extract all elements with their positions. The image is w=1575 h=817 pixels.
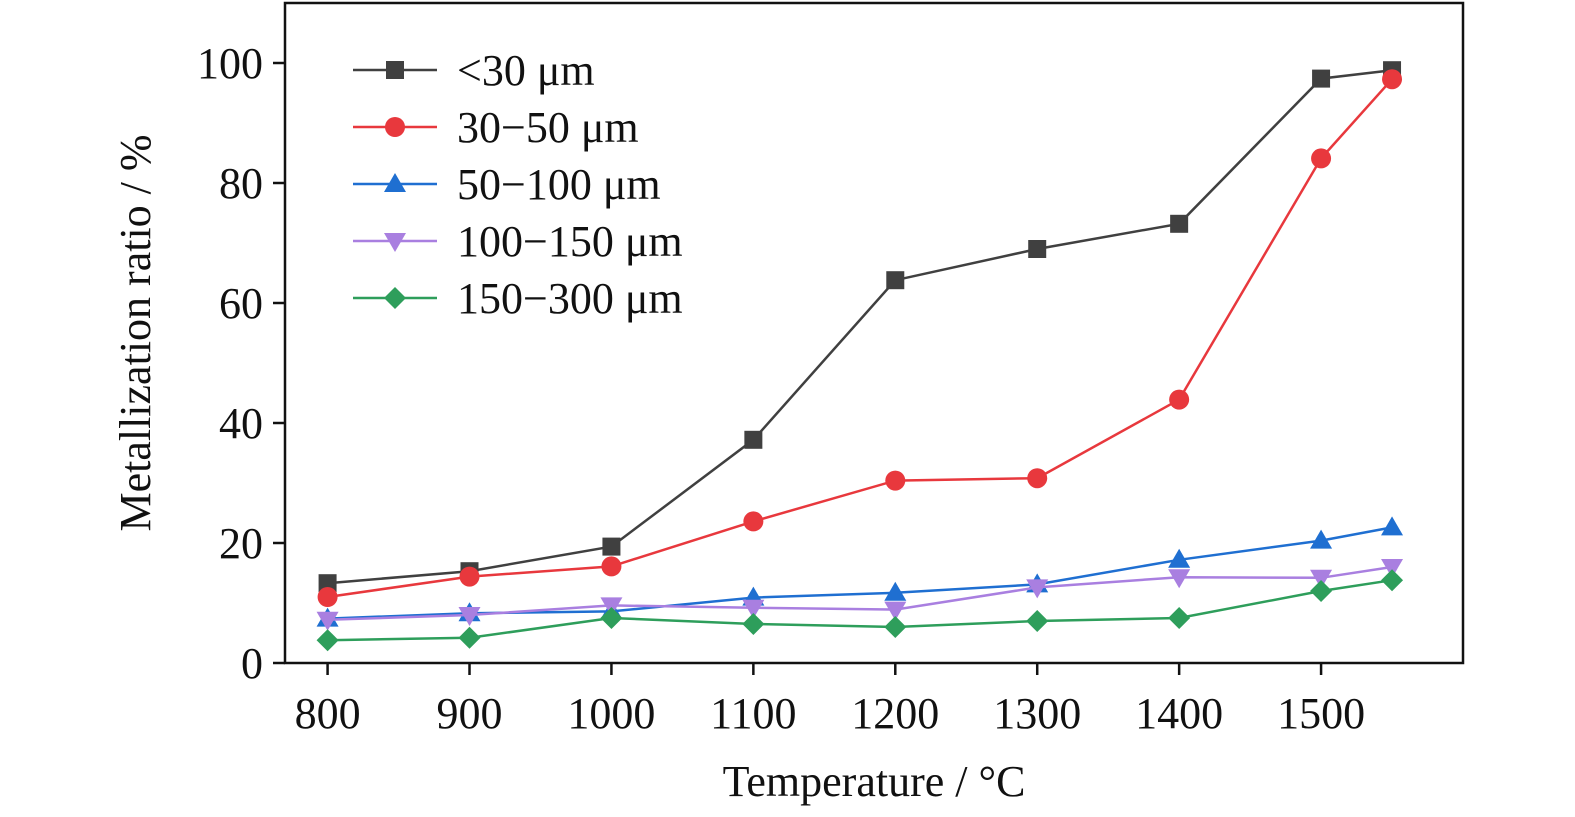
legend-marker bbox=[386, 61, 404, 79]
x-tick-label: 1100 bbox=[710, 689, 796, 738]
data-point bbox=[1312, 69, 1331, 88]
data-point bbox=[458, 607, 481, 626]
y-tick-label: 80 bbox=[219, 159, 263, 208]
series-group bbox=[316, 569, 1404, 652]
data-point bbox=[1169, 389, 1190, 410]
data-point bbox=[600, 607, 623, 629]
data-point bbox=[1027, 468, 1048, 489]
data-point bbox=[1381, 516, 1404, 536]
y-tick-label: 20 bbox=[219, 519, 263, 568]
data-point bbox=[744, 430, 763, 449]
data-point bbox=[458, 626, 481, 649]
data-point bbox=[602, 537, 621, 556]
series-group bbox=[318, 61, 1402, 593]
series-line bbox=[327, 526, 1393, 620]
data-point bbox=[1310, 580, 1333, 602]
x-tick-label: 1200 bbox=[851, 689, 939, 738]
legend-item: 150−300 μm bbox=[353, 274, 683, 323]
legend-item: 50−100 μm bbox=[353, 160, 661, 209]
x-tick-label: 1000 bbox=[567, 689, 655, 738]
data-point bbox=[884, 581, 907, 601]
series-group bbox=[316, 559, 1404, 631]
series-layer bbox=[316, 61, 1404, 652]
data-point bbox=[1382, 69, 1403, 90]
data-point bbox=[1310, 569, 1333, 589]
x-tick-label: 900 bbox=[437, 689, 503, 738]
data-point bbox=[885, 470, 906, 491]
data-point bbox=[743, 511, 764, 532]
legend-marker bbox=[384, 287, 406, 309]
legend-marker bbox=[385, 117, 405, 137]
data-point bbox=[316, 629, 339, 652]
data-point bbox=[886, 271, 905, 290]
data-point bbox=[1381, 569, 1404, 592]
data-point bbox=[1311, 148, 1332, 169]
x-tick-label: 1300 bbox=[993, 689, 1081, 738]
data-point bbox=[1310, 529, 1333, 549]
legend-label: 150−300 μm bbox=[457, 274, 683, 323]
data-point bbox=[1168, 607, 1191, 629]
legend-label: 30−50 μm bbox=[457, 103, 639, 152]
x-axis: 800 900 1000 1100 1200 1300 1400 1500 bbox=[295, 663, 1365, 738]
data-point bbox=[1170, 214, 1189, 233]
data-point bbox=[1028, 240, 1047, 258]
y-tick-label: 40 bbox=[219, 399, 263, 448]
data-point bbox=[1381, 559, 1404, 578]
x-tick-label: 800 bbox=[295, 689, 361, 738]
plot-frame bbox=[283, 1, 1465, 665]
legend-item: <30 μm bbox=[353, 46, 595, 95]
data-point bbox=[317, 587, 338, 607]
data-point bbox=[1168, 548, 1191, 568]
legend-label: 50−100 μm bbox=[457, 160, 661, 209]
data-point bbox=[1026, 610, 1049, 632]
data-point bbox=[742, 613, 765, 635]
series-group bbox=[317, 69, 1403, 607]
data-point bbox=[742, 599, 765, 619]
x-tick-label: 1500 bbox=[1277, 689, 1365, 738]
y-axis: 0 20 40 60 80 100 bbox=[197, 39, 285, 688]
y-tick-label: 100 bbox=[197, 39, 263, 88]
data-point bbox=[1168, 569, 1191, 589]
legend-marker bbox=[384, 233, 406, 252]
data-point bbox=[459, 566, 480, 587]
data-point bbox=[884, 616, 907, 638]
legend-label: 100−150 μm bbox=[457, 217, 683, 266]
data-point bbox=[601, 556, 622, 577]
y-tick-label: 60 bbox=[219, 279, 263, 328]
data-point bbox=[1026, 579, 1049, 599]
legend-marker bbox=[384, 173, 406, 192]
legend-item: 100−150 μm bbox=[353, 217, 683, 266]
data-point bbox=[318, 574, 337, 593]
data-point bbox=[600, 597, 623, 617]
data-point bbox=[316, 611, 339, 631]
y-axis-title: Metallization ratio / % bbox=[111, 134, 160, 531]
x-axis-title: Temperature / °C bbox=[723, 757, 1026, 806]
data-point bbox=[884, 601, 907, 621]
y-tick-label: 0 bbox=[241, 639, 263, 688]
x-tick-label: 1400 bbox=[1135, 689, 1223, 738]
legend: <30 μm 30−50 μm 50−100 μm 100−150 μm 150−300… bbox=[353, 46, 683, 323]
series-line bbox=[327, 78, 1393, 599]
legend-item: 30−50 μm bbox=[353, 103, 639, 152]
legend-label: <30 μm bbox=[457, 46, 595, 95]
